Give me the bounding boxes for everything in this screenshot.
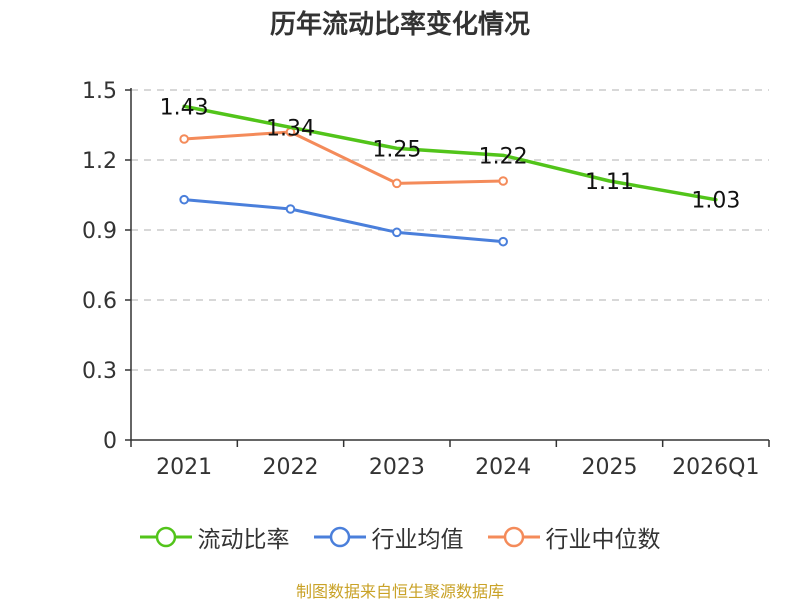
legend-label-current-ratio: 流动比率 [197, 527, 290, 553]
data-label: 1.22 [479, 144, 528, 169]
data-label: 1.43 [160, 95, 209, 120]
data-point [498, 236, 508, 247]
data-label: 1.25 [372, 137, 421, 162]
x-tick-label: 2021 [156, 455, 212, 480]
x-tick-label: 2023 [369, 455, 425, 480]
x-tick-label: 2026Q1 [672, 455, 759, 480]
y-tick-label: 0.9 [82, 219, 117, 244]
data-point [392, 227, 402, 238]
x-tick-label: 2024 [475, 455, 531, 480]
chart-title: 历年流动比率变化情况 [269, 10, 530, 40]
data-point [179, 134, 189, 144]
y-tick-label: 0.3 [82, 359, 117, 384]
x-tick-label: 2025 [582, 455, 638, 480]
legend-label-industry-median: 行业中位数 [545, 527, 661, 553]
legend-swatch-industry-mean-icon [313, 526, 366, 548]
legend-item-current-ratio[interactable]: 流动比率 [139, 520, 290, 554]
series-line-industry-mean [182, 198, 505, 244]
data-point [498, 176, 508, 186]
legend-swatch-industry-median-icon [487, 526, 540, 548]
y-tick-label: 1.2 [82, 149, 117, 174]
legend-item-industry-median[interactable]: 行业中位数 [487, 520, 661, 554]
x-tick-label: 2022 [263, 455, 319, 480]
data-label: 1.11 [585, 170, 634, 195]
series-line-current-ratio [182, 104, 718, 202]
legend-label-industry-mean: 行业均值 [371, 527, 464, 553]
data-source-note: 制图数据来自恒生聚源数据库 [295, 582, 504, 601]
legend-item-industry-mean[interactable]: 行业均值 [313, 520, 464, 554]
y-tick-label: 1.5 [82, 79, 117, 104]
legend: 流动比率 行业均值 行业中位数 [0, 520, 800, 554]
legend-swatch-current-ratio-icon [139, 526, 192, 548]
data-point [285, 204, 296, 214]
data-label: 1.03 [691, 189, 740, 214]
data-point [392, 178, 402, 189]
data-label: 1.34 [266, 116, 315, 141]
series-line-industry-median [182, 130, 505, 185]
y-tick-label: 0.6 [82, 289, 117, 314]
y-tick-label: 0 [103, 429, 117, 454]
data-point [179, 194, 189, 205]
